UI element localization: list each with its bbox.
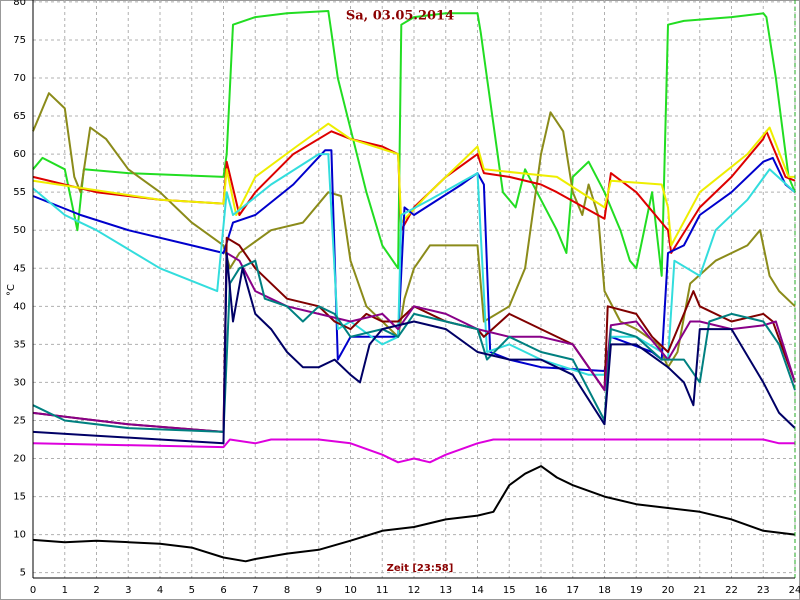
y-tick-label: 10: [13, 530, 26, 541]
y-tick-label: 60: [13, 149, 26, 160]
y-tick-label: 40: [13, 301, 26, 312]
series-line: [32, 252, 796, 445]
series-line: [32, 438, 795, 464]
chart-title: Sa, 03.05.2014: [346, 9, 454, 24]
x-tick-label: 4: [157, 585, 163, 596]
series-line: [32, 10, 796, 277]
y-tick-label: 50: [13, 225, 26, 236]
x-tick-label: 17: [566, 585, 579, 596]
series-line: [32, 92, 796, 369]
y-tick-label: 75: [13, 35, 26, 46]
y-tick-label: 65: [13, 111, 26, 122]
y-tick-label: 20: [13, 454, 26, 465]
x-tick-label: 1: [62, 585, 68, 596]
series-line: [32, 465, 796, 563]
x-tick-label: 6: [220, 585, 226, 596]
x-tick-label: 18: [598, 585, 611, 596]
x-tick-label: 15: [503, 585, 516, 596]
series-line: [32, 122, 795, 247]
y-tick-label: 70: [13, 73, 26, 84]
y-tick-label: 30: [13, 377, 26, 388]
x-tick-label: 21: [693, 585, 706, 596]
x-tick-label: 23: [757, 585, 770, 596]
x-tick-label: 14: [471, 585, 484, 596]
x-tick-label: 9: [316, 585, 322, 596]
series-line: [32, 153, 796, 376]
grid: [32, 0, 796, 578]
x-tick-label: 3: [125, 585, 131, 596]
x-tick-label: 10: [344, 585, 357, 596]
x-axis-label: Zeit [23:58]: [387, 563, 454, 574]
y-tick-label: 15: [13, 492, 26, 503]
x-tick-label: 22: [725, 585, 738, 596]
x-tick-label: 8: [284, 585, 290, 596]
y-axis-label: °C: [6, 284, 17, 296]
x-tick-label: 20: [662, 585, 675, 596]
y-tick-label: 45: [13, 263, 26, 274]
x-tick-label: 5: [189, 585, 195, 596]
x-tick-label: 16: [535, 585, 548, 596]
x-tick-label: 0: [30, 585, 36, 596]
x-tick-label: 12: [408, 585, 421, 596]
y-tick-label: 35: [13, 339, 26, 350]
y-tick-label: 80: [13, 0, 26, 8]
x-tick-label: 24: [789, 585, 800, 596]
x-tick-label: 13: [439, 585, 452, 596]
x-tick-label: 11: [376, 585, 389, 596]
lines: [32, 10, 796, 563]
y-tick-label: 25: [13, 415, 26, 426]
series-line: [32, 259, 796, 433]
y-tick-label: 55: [13, 187, 26, 198]
x-tick-label: 7: [252, 585, 258, 596]
x-tick-label: 19: [630, 585, 643, 596]
x-tick-label: 2: [93, 585, 99, 596]
y-tick-label: 5: [20, 568, 26, 579]
series-line: [32, 130, 796, 254]
